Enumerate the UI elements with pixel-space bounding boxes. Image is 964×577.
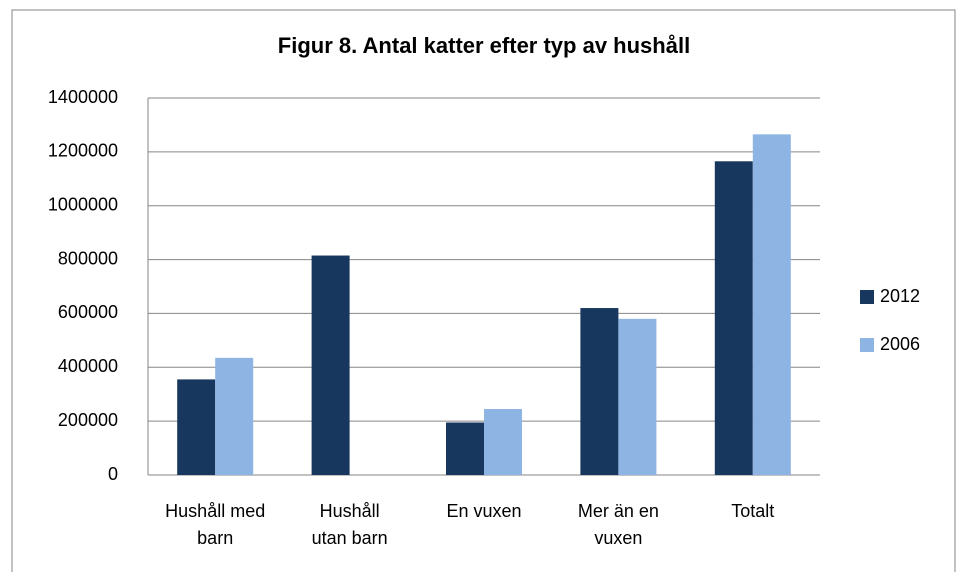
bar <box>580 308 619 475</box>
y-tick-label: 1200000 <box>48 141 118 161</box>
x-tick-label: Hushåll med <box>165 501 265 521</box>
bar <box>714 161 753 475</box>
x-tick-label: barn <box>197 528 233 548</box>
chart-title: Figur 8. Antal katter efter typ av hushå… <box>278 33 690 58</box>
bar <box>618 318 657 475</box>
y-tick-label: 1000000 <box>48 194 118 214</box>
chart-border <box>11 9 956 577</box>
bar <box>311 255 350 475</box>
bar <box>215 357 254 475</box>
bar <box>177 379 216 475</box>
y-tick-label: 0 <box>108 464 118 484</box>
x-tick-label: Hushåll <box>320 501 380 521</box>
x-tick-label: Totalt <box>731 501 774 521</box>
bar <box>446 422 484 475</box>
x-tick-label: vuxen <box>594 528 642 548</box>
bar <box>484 409 522 475</box>
y-tick-label: 200000 <box>58 410 118 430</box>
y-tick-label: 600000 <box>58 302 118 322</box>
x-tick-label: Mer än en <box>578 501 659 521</box>
legend-label: 2006 <box>880 334 920 354</box>
legend-swatch <box>860 290 874 304</box>
legend-swatch <box>860 338 874 352</box>
x-tick-label: En vuxen <box>446 501 521 521</box>
y-tick-label: 400000 <box>58 356 118 376</box>
x-tick-label: utan barn <box>312 528 388 548</box>
bar <box>752 134 791 475</box>
y-tick-label: 800000 <box>58 248 118 268</box>
legend-label: 2012 <box>880 286 920 306</box>
y-tick-label: 1400000 <box>48 87 118 107</box>
